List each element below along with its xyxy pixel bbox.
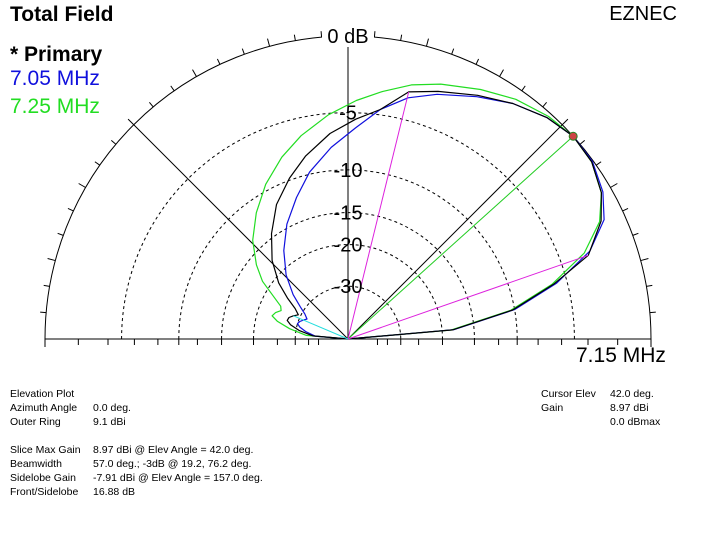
ring-tick (67, 207, 74, 212)
info-row: Beamwidth 57.0 deg.; -3dB @ 19.2, 76.2 de… (10, 458, 252, 470)
ring-tick (110, 139, 117, 145)
cursor-marker (568, 131, 578, 141)
grid-spoke (133, 124, 349, 340)
radial-label: -20 (334, 235, 363, 257)
pattern-curve-7-05-MHz (283, 93, 605, 340)
ring-tick (521, 85, 526, 92)
sidelobe-line (293, 315, 349, 340)
ring-tick (43, 284, 50, 287)
legend-entry-7-05: 7.05 MHz (10, 67, 100, 90)
ring-tick (170, 85, 175, 92)
ring-tick (561, 118, 569, 126)
label-bg (322, 25, 374, 47)
radial-label: -30 (334, 276, 363, 298)
ring-tick (451, 48, 455, 55)
ring-tick (579, 139, 586, 145)
pattern-curve-7-25-MHz (252, 83, 602, 340)
ring-tick (400, 34, 403, 41)
radial-label: -5 (339, 103, 357, 125)
grid-spoke (347, 124, 563, 340)
ring-tick (542, 101, 548, 108)
legend-primary: * Primary (10, 43, 103, 66)
ring-tick (148, 101, 154, 108)
gain-info-panel: Slice Max Gain 8.97 dBi @ Elev Angle = 42… (10, 443, 263, 499)
grid-ring (253, 244, 443, 340)
radial-label: 0 dB (327, 26, 368, 48)
ring-tick (267, 38, 271, 47)
ring-tick (94, 161, 101, 166)
ring-tick (475, 58, 480, 65)
ring-tick (499, 69, 504, 77)
ring-tick (293, 34, 296, 41)
pattern-markers (293, 91, 589, 340)
ring-tick (646, 284, 653, 287)
ring-tick (649, 311, 656, 314)
ring-tick (640, 258, 649, 262)
pattern-curve-7-15-MHz (270, 90, 602, 340)
info-row: Cursor Elev 42.0 deg. (541, 388, 654, 400)
radial-label: -10 (334, 160, 363, 182)
ring-tick (192, 69, 197, 77)
ring-tick (57, 232, 64, 236)
radial-label: -15 (334, 203, 363, 225)
legend-entry-7-25: 7.25 MHz (10, 95, 100, 118)
current-frequency-label: 7.15 MHz (576, 344, 666, 367)
radial-labels: 0 dB -5 -10 -15 -20 -30 (322, 25, 374, 298)
ring-tick (40, 311, 47, 314)
ring-tick (241, 48, 245, 55)
beamwidth-line (347, 91, 410, 340)
ring-tick (47, 258, 56, 262)
polar-grid (40, 28, 656, 347)
info-row: 0.0 dBmax (610, 416, 661, 428)
max-gain-line (347, 135, 574, 340)
beamwidth-line (347, 254, 589, 340)
info-row: Sidelobe Gain -7.91 dBi @ Elev Angle = 15… (10, 472, 263, 484)
pattern-curves (252, 83, 605, 340)
info-row: Slice Max Gain 8.97 dBi @ Elev Angle = 42… (10, 444, 254, 456)
plot-info-panel: Elevation Plot Azimuth Angle 0.0 deg. Out… (10, 387, 131, 429)
ring-tick (216, 58, 221, 65)
ring-tick (595, 161, 602, 166)
info-row: Azimuth Angle 0.0 deg. (10, 402, 131, 414)
info-row: Front/Sidelobe 16.88 dB (10, 486, 136, 498)
ring-tick (632, 232, 639, 236)
plot-title: Total Field (10, 3, 114, 26)
ring-tick (127, 118, 135, 126)
info-row: Gain 8.97 dBi (541, 402, 649, 414)
ring-tick (610, 183, 618, 188)
ring-tick (320, 31, 323, 38)
info-row: Outer Ring 9.1 dBi (10, 416, 126, 428)
ring-tick (373, 31, 376, 38)
info-row: Elevation Plot (10, 388, 75, 400)
ring-tick (78, 183, 86, 188)
brand-label: EZNEC (609, 3, 677, 25)
cursor-info-panel: Cursor Elev 42.0 deg. Gain 8.97 dBi 0.0 dB… (541, 387, 660, 429)
ring-tick (425, 38, 429, 47)
ring-tick (622, 207, 629, 212)
